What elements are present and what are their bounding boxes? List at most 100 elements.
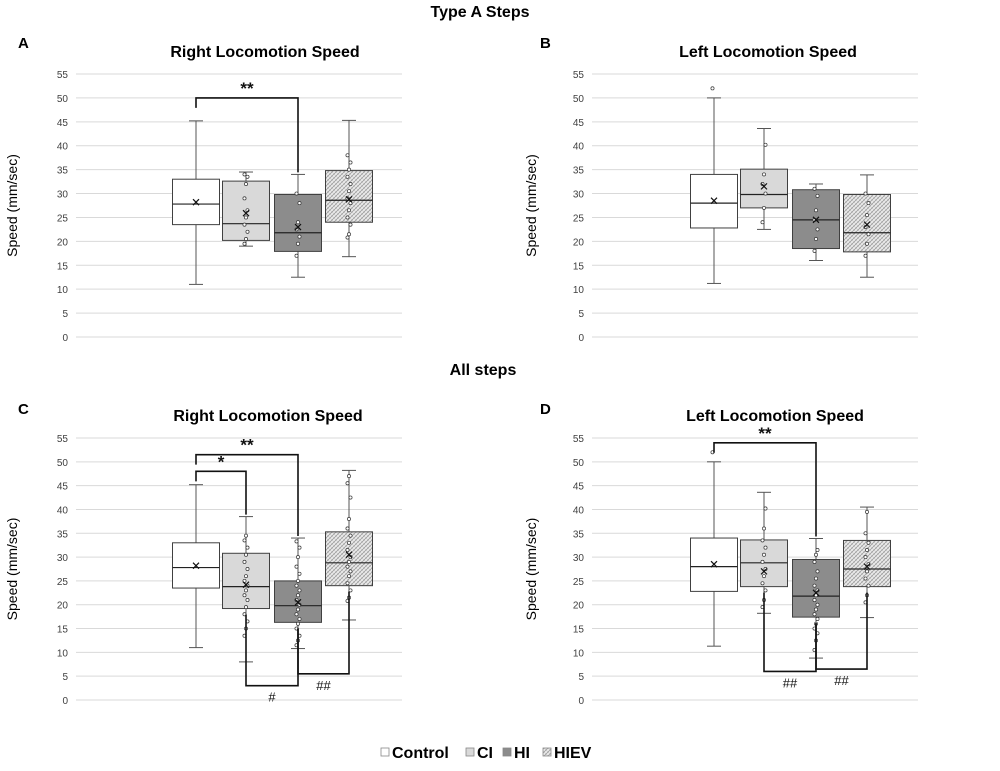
data-point bbox=[242, 222, 247, 227]
mean-marker bbox=[345, 195, 353, 203]
panel-b: B Left Locomotion Speed Speed (mm/sec) 0 5 10… bbox=[523, 35, 918, 344]
panel-letter: B bbox=[540, 35, 551, 52]
data-point bbox=[865, 547, 869, 552]
significance-label: ** bbox=[758, 424, 772, 443]
data-point bbox=[296, 578, 300, 583]
panel-letter: C bbox=[18, 401, 29, 418]
y-tick-label: 25 bbox=[57, 577, 69, 588]
y-tick-label: 0 bbox=[62, 696, 68, 707]
y-tick-label: 5 bbox=[62, 672, 68, 683]
y-tick-label: 5 bbox=[578, 672, 584, 683]
data-point bbox=[762, 205, 766, 210]
mean-marker bbox=[294, 598, 302, 606]
box-hi bbox=[792, 183, 840, 261]
y-tick-label: 25 bbox=[573, 213, 585, 224]
section-title-top: Type A Steps bbox=[431, 4, 530, 21]
data-point bbox=[815, 569, 820, 574]
data-point bbox=[245, 598, 250, 602]
data-point bbox=[348, 495, 353, 500]
box-hiev bbox=[843, 174, 891, 278]
mean-marker bbox=[710, 560, 718, 568]
y-tick-label: 20 bbox=[573, 601, 585, 612]
panel-letter: D bbox=[540, 401, 551, 418]
y-tick-label: 40 bbox=[573, 505, 585, 516]
data-point bbox=[815, 227, 820, 232]
data-point bbox=[297, 234, 302, 239]
y-tick-label: 50 bbox=[57, 94, 69, 105]
legend: Control CI HI HIEV bbox=[380, 745, 592, 762]
data-point bbox=[242, 241, 247, 246]
data-point bbox=[863, 253, 868, 258]
data-point bbox=[815, 547, 820, 552]
significance-bracket bbox=[195, 97, 299, 173]
y-tick-label: 40 bbox=[573, 142, 585, 153]
data-point bbox=[865, 569, 869, 574]
chart-title: Left Locomotion Speed bbox=[679, 44, 857, 61]
y-tick-label: 10 bbox=[573, 285, 585, 296]
y-tick-label: 45 bbox=[57, 482, 69, 493]
legend-swatch bbox=[465, 747, 475, 757]
data-point bbox=[245, 545, 250, 550]
box-iqr bbox=[690, 173, 738, 229]
data-point bbox=[866, 583, 871, 588]
data-point bbox=[763, 142, 768, 147]
data-point bbox=[812, 583, 817, 588]
data-point bbox=[814, 237, 818, 241]
data-point bbox=[348, 533, 353, 538]
hash-label: ## bbox=[783, 675, 798, 690]
data-point bbox=[242, 172, 247, 177]
data-point bbox=[760, 581, 765, 586]
panel-letter: A bbox=[18, 35, 29, 52]
data-point bbox=[762, 526, 766, 531]
data-point bbox=[296, 241, 300, 246]
data-point bbox=[812, 559, 817, 564]
data-point bbox=[348, 588, 353, 593]
data-point bbox=[863, 531, 868, 536]
data-point bbox=[760, 559, 765, 564]
data-point bbox=[345, 526, 350, 531]
data-point bbox=[245, 174, 250, 179]
mean-marker bbox=[760, 182, 768, 190]
y-tick-label: 0 bbox=[62, 333, 68, 344]
mean-marker bbox=[812, 589, 820, 597]
data-point bbox=[345, 174, 350, 179]
data-point bbox=[348, 569, 353, 574]
data-point bbox=[866, 540, 871, 545]
data-point bbox=[710, 86, 715, 91]
hash-label: # bbox=[268, 690, 276, 705]
y-tick-label: 25 bbox=[573, 577, 585, 588]
legend-swatch bbox=[502, 747, 512, 757]
data-point bbox=[866, 232, 871, 237]
hash-label: ## bbox=[834, 673, 849, 688]
legend-swatch bbox=[380, 747, 390, 757]
y-axis-label: Speed (mm/sec) bbox=[4, 518, 20, 621]
box-ci bbox=[222, 171, 270, 247]
data-point bbox=[815, 617, 820, 621]
legend-item-hiev: HIEV bbox=[542, 745, 592, 762]
mean-marker bbox=[863, 563, 871, 571]
y-tick-label: 15 bbox=[573, 625, 585, 636]
y-axis-label: Speed (mm/sec) bbox=[523, 154, 539, 257]
data-point bbox=[297, 571, 302, 576]
y-tick-label: 5 bbox=[62, 309, 68, 320]
box-hiev bbox=[843, 506, 891, 619]
y-tick-label: 30 bbox=[573, 190, 585, 201]
y-tick-label: 35 bbox=[57, 166, 69, 177]
y-tick-label: 20 bbox=[57, 601, 69, 612]
data-point bbox=[812, 186, 817, 191]
y-tick-label: 55 bbox=[57, 434, 69, 445]
chart-title: Left Locomotion Speed bbox=[686, 408, 864, 425]
chart-title: Right Locomotion Speed bbox=[170, 44, 359, 61]
legend-label: CI bbox=[477, 745, 493, 762]
box-hi bbox=[274, 537, 322, 650]
data-point bbox=[345, 215, 350, 220]
data-point bbox=[348, 222, 353, 227]
data-point bbox=[347, 559, 351, 564]
box-iqr bbox=[792, 558, 840, 618]
y-tick-label: 5 bbox=[578, 309, 584, 320]
data-point bbox=[347, 574, 351, 579]
y-tick-label: 55 bbox=[573, 434, 585, 445]
data-point bbox=[812, 248, 817, 253]
data-point bbox=[297, 617, 302, 621]
